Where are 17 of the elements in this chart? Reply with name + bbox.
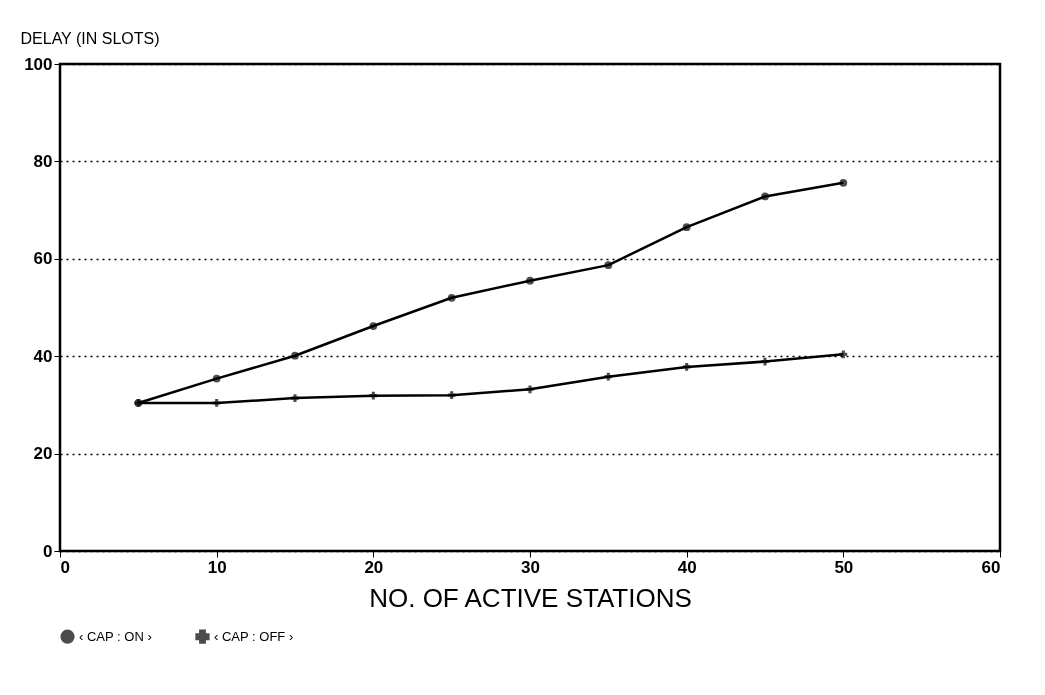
x-tick-label: 60 xyxy=(981,557,1001,577)
x-tick-label: 20 xyxy=(364,557,384,577)
x-axis-title: NO. OF ACTIVE STATIONS xyxy=(369,582,692,613)
x-tick-label: 50 xyxy=(834,557,854,577)
x-tick-label: 0 xyxy=(60,557,70,577)
x-tick-label: 10 xyxy=(207,557,227,577)
y-tick-label: 100 xyxy=(24,54,53,74)
y-tick-label: 40 xyxy=(33,346,53,366)
y-axis-title: DELAY (IN SLOTS) xyxy=(20,29,160,47)
y-tick-label: 60 xyxy=(33,249,53,269)
legend-label: ‹ CAP : ON › xyxy=(79,628,152,644)
x-tick-label: 30 xyxy=(521,557,540,577)
x-tick-label: 40 xyxy=(677,557,697,577)
y-tick-label: 0 xyxy=(43,541,53,561)
legend-label: ‹ CAP : OFF › xyxy=(214,628,294,644)
y-tick-label: 80 xyxy=(33,151,53,171)
y-tick-label: 20 xyxy=(33,444,53,464)
